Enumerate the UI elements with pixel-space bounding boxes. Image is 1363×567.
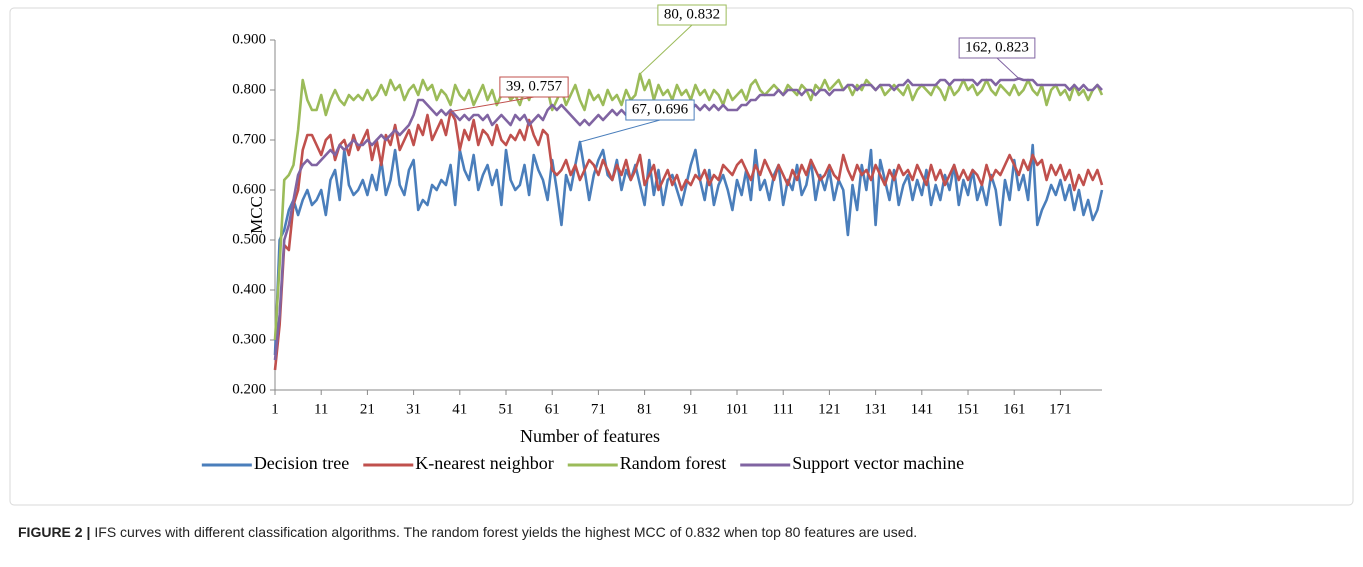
annotation-leader xyxy=(996,57,1020,79)
annotation-leader xyxy=(639,24,693,75)
x-tick-label: 161 xyxy=(1003,401,1026,417)
x-tick-label: 171 xyxy=(1049,401,1072,417)
annotation-label: 39, 0.757 xyxy=(506,78,563,94)
legend-label: Decision tree xyxy=(254,453,349,473)
chart-frame xyxy=(9,7,1354,506)
x-tick-label: 151 xyxy=(957,401,980,417)
x-axis-label: Number of features xyxy=(520,426,660,446)
x-tick-label: 71 xyxy=(591,401,606,417)
caption-text: IFS curves with different classification… xyxy=(94,524,917,540)
legend-label: K-nearest neighbor xyxy=(415,453,553,473)
annotation-label: 67, 0.696 xyxy=(632,101,689,117)
x-tick-label: 31 xyxy=(406,401,421,417)
x-tick-label: 81 xyxy=(637,401,652,417)
y-tick-label: 0.800 xyxy=(232,81,266,97)
x-tick-label: 61 xyxy=(545,401,560,417)
series-line xyxy=(273,140,1104,356)
x-tick-label: 21 xyxy=(360,401,375,417)
y-tick-label: 0.700 xyxy=(232,131,266,147)
x-tick-label: 131 xyxy=(864,401,887,417)
annotation-label: 162, 0.823 xyxy=(965,39,1029,55)
series-line xyxy=(273,77,1103,361)
x-tick-label: 51 xyxy=(499,401,514,417)
annotation-box xyxy=(958,37,1036,59)
annotation-box xyxy=(657,4,727,26)
x-tick-label: 141 xyxy=(911,401,934,417)
caption-label: FIGURE 2 | xyxy=(18,524,90,540)
annotation-leader xyxy=(450,96,535,112)
y-tick-label: 0.400 xyxy=(232,281,266,297)
x-tick-label: 41 xyxy=(452,401,467,417)
y-tick-label: 0.900 xyxy=(232,31,266,47)
series-line xyxy=(273,72,1104,341)
annotation-label: 80, 0.832 xyxy=(664,6,720,22)
legend-label: Support vector machine xyxy=(792,453,964,473)
legend-label: Random forest xyxy=(620,453,726,473)
annotation-box xyxy=(625,99,695,121)
series-line xyxy=(273,110,1104,371)
x-tick-label: 111 xyxy=(773,401,794,417)
annotation-box xyxy=(499,76,569,98)
annotation-leader xyxy=(579,119,661,143)
x-tick-label: 101 xyxy=(726,401,749,417)
y-tick-label: 0.200 xyxy=(232,381,266,397)
x-tick-label: 91 xyxy=(683,401,698,417)
x-tick-label: 121 xyxy=(818,401,841,417)
y-tick-label: 0.300 xyxy=(232,331,266,347)
x-tick-label: 1 xyxy=(271,401,279,417)
caption: FIGURE 2 | IFS curves with different clas… xyxy=(18,524,917,540)
y-axis-label: MCC xyxy=(247,196,266,234)
y-tick-label: 0.600 xyxy=(232,181,266,197)
y-tick-label: 0.500 xyxy=(232,231,266,247)
x-tick-label: 11 xyxy=(314,401,328,417)
